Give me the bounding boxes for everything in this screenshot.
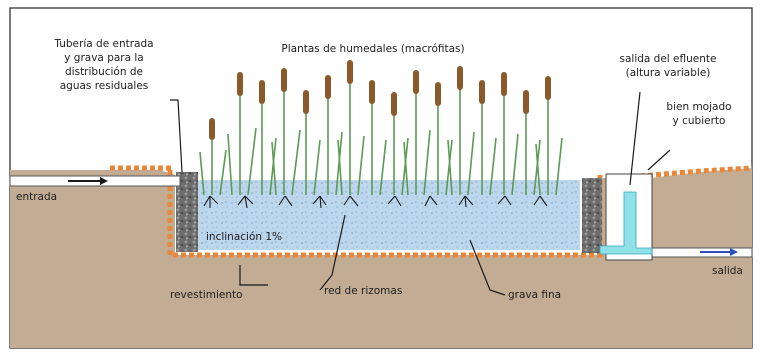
label-rhizomes: red de rizomas bbox=[324, 285, 402, 297]
soil bbox=[10, 168, 752, 348]
leader-lines bbox=[170, 91, 671, 296]
label-outlet: salida bbox=[712, 265, 743, 277]
label-gravel: grava fina bbox=[508, 289, 561, 301]
label-inlet-pipe-3: distribución de bbox=[65, 66, 143, 78]
outlet-arrow-head bbox=[730, 248, 738, 256]
label-inlet-pipe-4: aguas residuales bbox=[60, 80, 149, 92]
label-inlet: entrada bbox=[16, 191, 57, 203]
wetland-plants bbox=[199, 60, 563, 196]
label-wet-well-2: y cubierto bbox=[673, 115, 726, 127]
rhizome-network bbox=[203, 195, 548, 209]
outlet-gravel bbox=[582, 178, 602, 253]
label-inlet-pipe-1: Tubería de entrada bbox=[53, 38, 153, 50]
label-liner: revestimiento bbox=[170, 289, 243, 301]
effluent-pipe bbox=[599, 191, 653, 255]
label-effluent-2: (altura variable) bbox=[626, 67, 711, 79]
inlet-gravel bbox=[176, 172, 198, 252]
gravel-bed bbox=[180, 180, 580, 250]
label-plants: Plantas de humedales (macrófitas) bbox=[281, 43, 464, 55]
label-wet-well-1: bien mojado bbox=[666, 101, 731, 113]
label-effluent-1: salida del efluente bbox=[620, 53, 717, 65]
inlet-arrow-head bbox=[100, 177, 108, 185]
label-inlet-pipe-2: y grava para la bbox=[64, 52, 144, 64]
label-slope: inclinación 1% bbox=[206, 231, 282, 243]
